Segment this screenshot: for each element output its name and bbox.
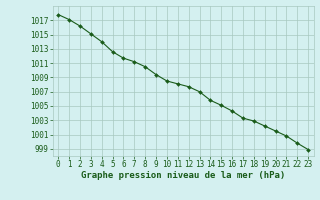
X-axis label: Graphe pression niveau de la mer (hPa): Graphe pression niveau de la mer (hPa) [81,171,285,180]
